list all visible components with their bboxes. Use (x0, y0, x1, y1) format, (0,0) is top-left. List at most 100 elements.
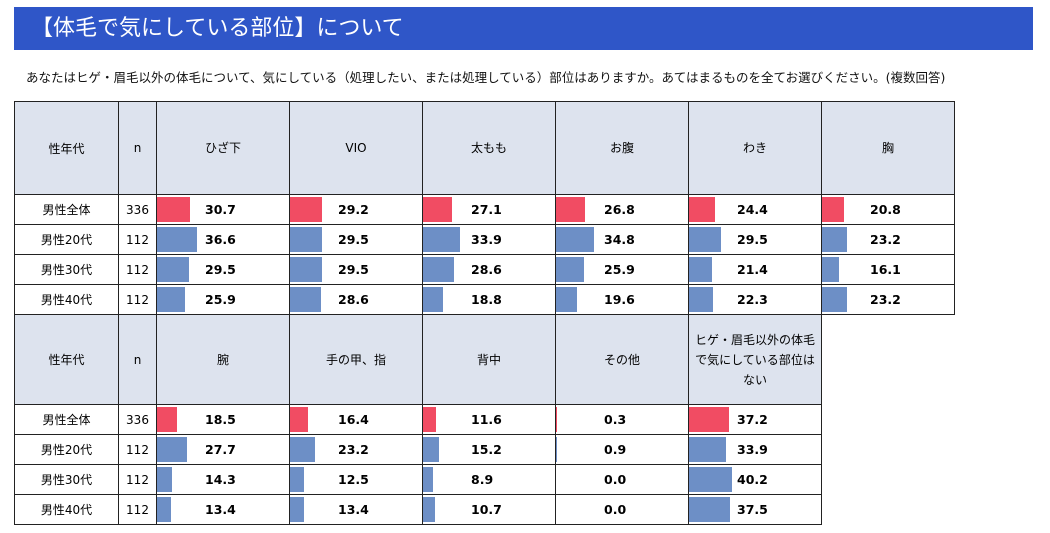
blank-cell (822, 435, 955, 465)
value-label: 29.5 (205, 262, 236, 277)
value-cell: 13.4 (289, 494, 423, 525)
value-cell: 0.3 (555, 404, 689, 435)
value-bar (556, 197, 585, 222)
value-cell: 28.6 (289, 284, 423, 315)
value-label: 40.2 (737, 472, 768, 487)
value-cell: 18.5 (156, 404, 290, 435)
sample-size: 336 (118, 404, 157, 435)
value-cell: 30.7 (156, 194, 290, 225)
table-row: 男性30代 112 29.5 29.5 28.6 25.9 21.4 16.1 (14, 254, 955, 285)
value-bar (423, 257, 454, 282)
value-bar (822, 197, 845, 222)
column-header: 太もも (422, 101, 556, 195)
value-label: 33.9 (737, 442, 768, 457)
value-bar (423, 407, 436, 432)
results-table-2: 性年代 n 腕手の甲、指 背中 その他 ヒゲ・眉毛以外の体毛で気にしている部位はない 男性全… (14, 314, 955, 525)
blank-cell (822, 465, 955, 495)
value-label: 18.8 (471, 292, 502, 307)
value-bar (290, 437, 316, 462)
value-label: 21.4 (737, 262, 768, 277)
value-cell: 15.2 (422, 434, 556, 465)
value-cell: 29.5 (688, 224, 822, 255)
value-bar (290, 467, 304, 492)
value-label: 0.3 (604, 412, 627, 427)
n-header: n (118, 314, 157, 405)
value-label: 28.6 (471, 262, 502, 277)
segment-label: 男性20代 (14, 434, 119, 465)
value-cell: 33.9 (688, 434, 822, 465)
value-label: 16.1 (870, 262, 901, 277)
segment-header: 性年代 (14, 314, 119, 405)
value-cell: 36.6 (156, 224, 290, 255)
value-bar (157, 287, 185, 312)
value-bar (423, 437, 440, 462)
value-cell: 27.1 (422, 194, 556, 225)
value-label: 19.6 (604, 292, 635, 307)
table-row: 男性全体 336 30.7 29.2 27.1 26.8 24.4 20.8 (14, 194, 955, 225)
value-label: 26.8 (604, 202, 635, 217)
value-bar (290, 197, 322, 222)
table-row: 男性40代 112 25.9 28.6 18.8 19.6 22.3 23.2 (14, 284, 955, 315)
value-bar (423, 287, 444, 312)
value-cell: 37.5 (688, 494, 822, 525)
value-cell: 8.9 (422, 464, 556, 495)
table-row: 男性40代 112 13.4 13.4 10.7 0.0 37.5 (14, 494, 955, 525)
value-label: 36.6 (205, 232, 236, 247)
column-header: 胸 (821, 101, 955, 195)
value-label: 13.4 (338, 502, 369, 517)
value-bar (423, 497, 435, 522)
value-label: 34.8 (604, 232, 635, 247)
value-cell: 0.9 (555, 434, 689, 465)
value-label: 15.2 (471, 442, 502, 457)
value-bar (689, 467, 733, 492)
value-bar (556, 437, 557, 462)
value-label: 0.9 (604, 442, 627, 457)
segment-label: 男性全体 (14, 404, 119, 435)
segment-label: 男性30代 (14, 464, 119, 495)
blank-cell (822, 495, 955, 525)
value-label: 22.3 (737, 292, 768, 307)
value-bar (822, 257, 840, 282)
value-cell: 22.3 (688, 284, 822, 315)
value-bar (157, 257, 189, 282)
column-header: 腕 (156, 314, 290, 405)
value-label: 18.5 (205, 412, 236, 427)
column-header: わき (688, 101, 822, 195)
value-label: 0.0 (604, 502, 627, 517)
value-bar (689, 407, 730, 432)
value-bar (290, 257, 322, 282)
value-bar (556, 227, 594, 252)
value-label: 29.5 (338, 262, 369, 277)
value-cell: 23.2 (821, 224, 955, 255)
value-bar (689, 497, 730, 522)
column-header: 手の甲、指 (289, 314, 423, 405)
value-cell: 27.7 (156, 434, 290, 465)
value-label: 37.2 (737, 412, 768, 427)
header-row: 性年代 n ひざ下 VIO 太もも お腹 わき胸 (14, 101, 955, 195)
column-header: その他 (555, 314, 689, 405)
value-cell: 25.9 (156, 284, 290, 315)
value-cell: 18.8 (422, 284, 556, 315)
value-cell: 26.8 (555, 194, 689, 225)
sample-size: 112 (118, 284, 157, 315)
table-row: 男性30代 112 14.3 12.5 8.9 0.0 40.2 (14, 464, 955, 495)
value-label: 16.4 (338, 412, 369, 427)
value-cell: 34.8 (555, 224, 689, 255)
value-cell: 16.4 (289, 404, 423, 435)
column-header: お腹 (555, 101, 689, 195)
value-cell: 28.6 (422, 254, 556, 285)
value-bar (689, 227, 721, 252)
value-cell: 37.2 (688, 404, 822, 435)
value-bar (290, 497, 305, 522)
table-row: 男性全体 336 18.5 16.4 11.6 0.3 37.2 (14, 404, 955, 435)
sample-size: 112 (118, 464, 157, 495)
value-label: 10.7 (471, 502, 502, 517)
value-cell: 19.6 (555, 284, 689, 315)
value-bar (556, 257, 584, 282)
question-text: あなたはヒゲ・眉毛以外の体毛について、気にしている（処理したい、または処理してい… (26, 70, 946, 85)
table-row: 男性20代 112 36.6 29.5 33.9 34.8 29.5 23.2 (14, 224, 955, 255)
sample-size: 112 (118, 434, 157, 465)
n-header: n (118, 101, 157, 195)
value-cell: 23.2 (821, 284, 955, 315)
value-cell: 23.2 (289, 434, 423, 465)
